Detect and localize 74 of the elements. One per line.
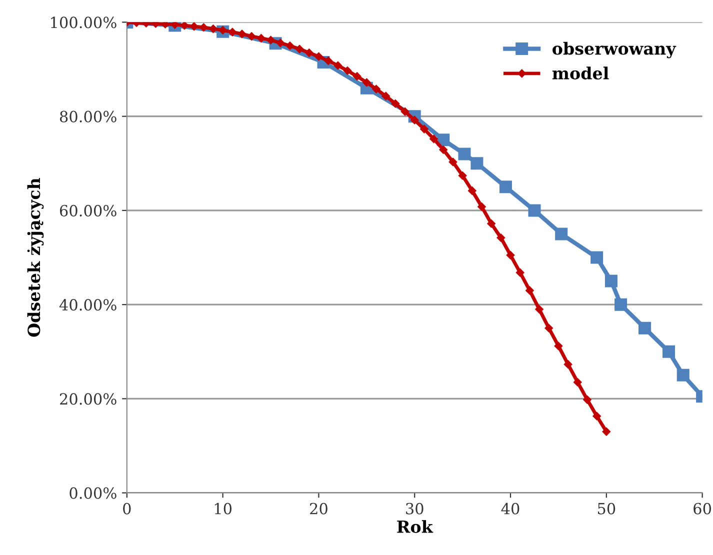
point [161,22,170,28]
point [295,44,304,54]
point [437,134,450,146]
x-tick-label: 10 [214,502,232,514]
point [382,92,390,100]
legend-label: model [552,66,609,80]
point [266,36,275,44]
y-tick-label: 100.00% [51,16,116,28]
y-tick-label: 60.00% [60,204,116,216]
point [247,32,256,40]
point [526,286,534,295]
point [324,56,332,65]
point [470,157,484,170]
point [257,34,266,42]
y-tick-label: 0.00% [70,487,116,499]
point [430,134,438,144]
point [516,268,524,277]
point [487,220,496,228]
point [448,158,458,166]
y-axis-title: Odsetek żyjących [27,178,44,337]
point [662,345,675,358]
point [458,171,467,180]
point [528,204,541,217]
point [574,378,582,386]
point [362,78,371,87]
x-axis-title: Rok [397,520,434,534]
point [555,228,568,240]
point [200,23,208,32]
point [334,61,342,70]
point [602,428,611,436]
point [583,396,592,404]
point [314,52,323,61]
point [590,251,604,264]
point [506,251,515,260]
point [209,24,218,33]
x-tick-label: 50 [598,502,616,514]
point [638,322,652,334]
point [478,202,486,211]
x-tick-label: 60 [694,502,712,514]
legend-label: obserwowany [552,42,676,58]
point [190,22,198,31]
point [544,324,553,332]
point [286,42,294,50]
y-tick-label: 40.00% [59,299,116,311]
point [420,124,428,134]
point [592,412,601,420]
x-tick-label: 40 [501,502,520,514]
point [468,186,476,195]
point [343,66,352,75]
point [458,148,471,160]
point [304,48,314,57]
point [152,22,160,28]
point [614,298,628,311]
y-tick-label: 20.00% [60,393,116,405]
x-tick-label: 0 [123,502,131,514]
point [352,72,362,80]
point [180,22,189,30]
point [238,30,246,38]
point [564,360,572,368]
point [499,180,512,194]
point [276,38,284,48]
y-tick-label: 80.00% [60,110,116,122]
point [372,84,380,94]
point [496,234,506,242]
point [676,368,690,382]
point [535,305,544,314]
point [400,107,410,116]
x-tick-label: 30 [406,502,424,514]
point [439,146,448,154]
x-tick-label: 20 [310,502,328,514]
point [391,99,400,108]
point [554,342,563,350]
point [604,274,618,288]
point [228,28,237,36]
